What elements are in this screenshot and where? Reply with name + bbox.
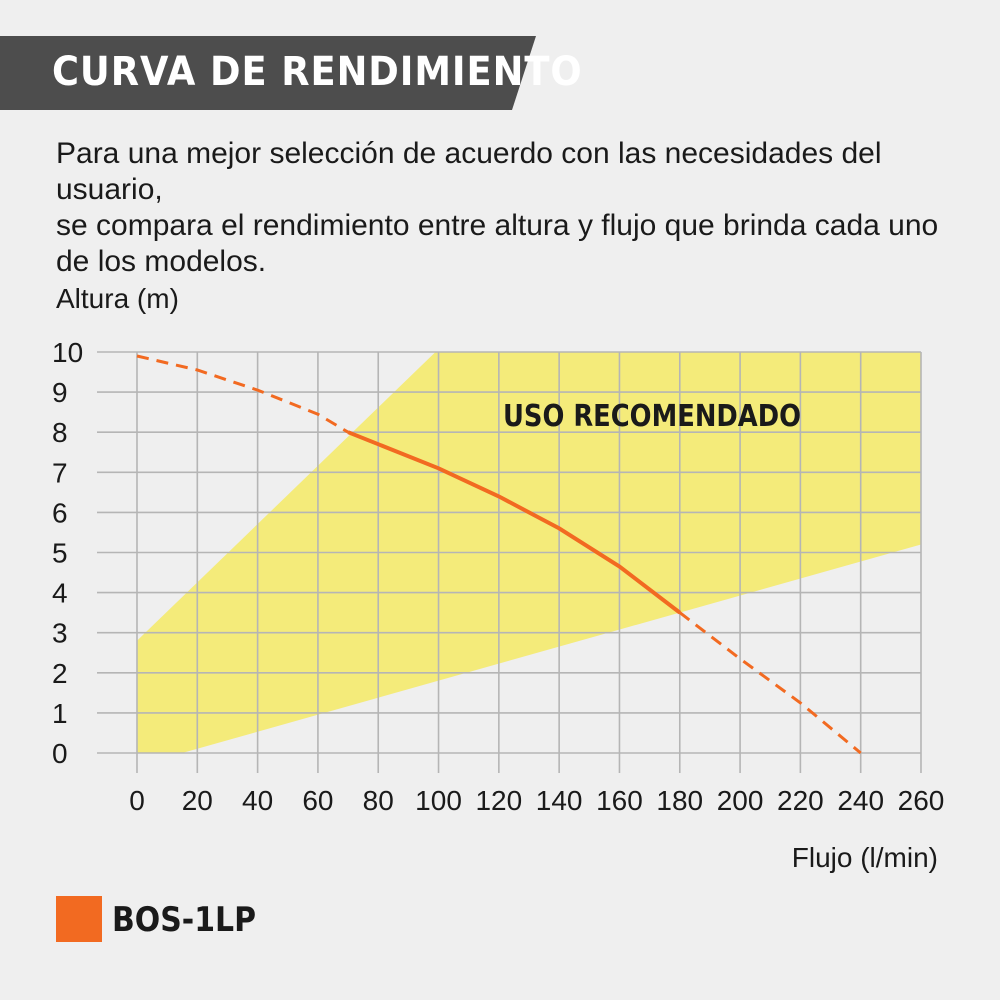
intro-line: se compara el rendimiento entre altura y… xyxy=(56,209,939,242)
x-tick-label: 120 xyxy=(475,785,522,816)
x-axis-title: Flujo (l/min) xyxy=(792,842,938,873)
title-banner: CURVA DE RENDIMIENTO xyxy=(0,36,582,110)
y-axis-title: Altura (m) xyxy=(56,283,179,314)
x-tick-label: 140 xyxy=(536,785,583,816)
curve-dashed-end xyxy=(678,611,862,755)
x-tick-label: 60 xyxy=(302,785,333,816)
intro-line: Para una mejor selección de acuerdo con … xyxy=(56,137,882,206)
y-tick-label: 6 xyxy=(52,497,68,528)
intro-line: de los modelos. xyxy=(56,245,267,278)
intro-paragraph: Para una mejor selección de acuerdo con … xyxy=(56,136,956,280)
x-tick-label: 80 xyxy=(363,785,394,816)
y-tick-label: 4 xyxy=(52,578,68,609)
x-tick-label: 200 xyxy=(717,785,764,816)
x-tick-label: 160 xyxy=(596,785,643,816)
curve-dashed-start xyxy=(136,354,349,434)
y-tick-label: 9 xyxy=(52,377,68,408)
y-tick-label: 8 xyxy=(52,417,68,448)
region-label: USO RECOMENDADO xyxy=(503,399,801,434)
x-tick-label: 260 xyxy=(898,785,945,816)
x-tick-label: 220 xyxy=(777,785,824,816)
y-tick-label: 3 xyxy=(52,618,68,649)
x-tick-label: 20 xyxy=(182,785,213,816)
x-tick-label: 40 xyxy=(242,785,273,816)
banner-shape xyxy=(0,36,536,110)
x-tick-label: 180 xyxy=(656,785,703,816)
legend-label: BOS-1LP xyxy=(112,900,257,940)
y-tick-label: 2 xyxy=(52,658,68,689)
y-tick-label: 10 xyxy=(52,337,83,368)
page-title: CURVA DE RENDIMIENTO xyxy=(52,49,583,95)
y-tick-label: 7 xyxy=(52,457,68,488)
legend-swatch xyxy=(56,896,102,942)
x-tick-label: 100 xyxy=(415,785,462,816)
y-tick-label: 5 xyxy=(52,538,68,569)
x-tick-label: 0 xyxy=(129,785,145,816)
y-tick-label: 0 xyxy=(52,738,68,769)
x-tick-label: 240 xyxy=(837,785,884,816)
y-tick-label: 1 xyxy=(52,698,68,729)
